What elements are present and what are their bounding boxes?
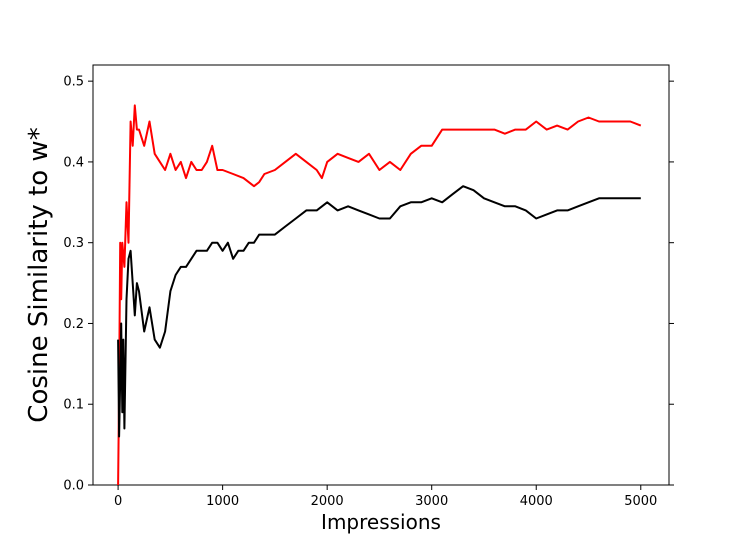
y-tick-label: 0.4 [63, 155, 84, 170]
y-tick-label: 0.2 [63, 317, 84, 332]
x-tick-label: 0 [114, 494, 122, 509]
y-axis-title: Cosine Similarity to w* [24, 127, 54, 422]
plot-frame [92, 64, 670, 486]
series-line-2 [117, 185, 641, 438]
x-tick-label: 1000 [206, 494, 239, 509]
series-layer [117, 104, 642, 486]
plot-area [92, 64, 670, 486]
series-line-1 [117, 104, 642, 486]
x-tick-label: 3000 [415, 494, 448, 509]
x-tick-label: 4000 [520, 494, 553, 509]
x-axis-title: Impressions [321, 510, 441, 534]
x-tick-label: 2000 [311, 494, 344, 509]
x-tick-label: 5000 [624, 494, 657, 509]
y-tick-label: 0.0 [63, 479, 84, 494]
y-axis-ticks: 0.0 0.1 0.2 0.3 0.4 0.5 [63, 75, 674, 494]
y-tick-label: 0.5 [63, 75, 84, 90]
x-axis-ticks: 0 1000 2000 3000 4000 5000 [114, 485, 657, 509]
y-tick-label: 0.1 [63, 398, 84, 413]
y-tick-label: 0.3 [63, 236, 84, 251]
